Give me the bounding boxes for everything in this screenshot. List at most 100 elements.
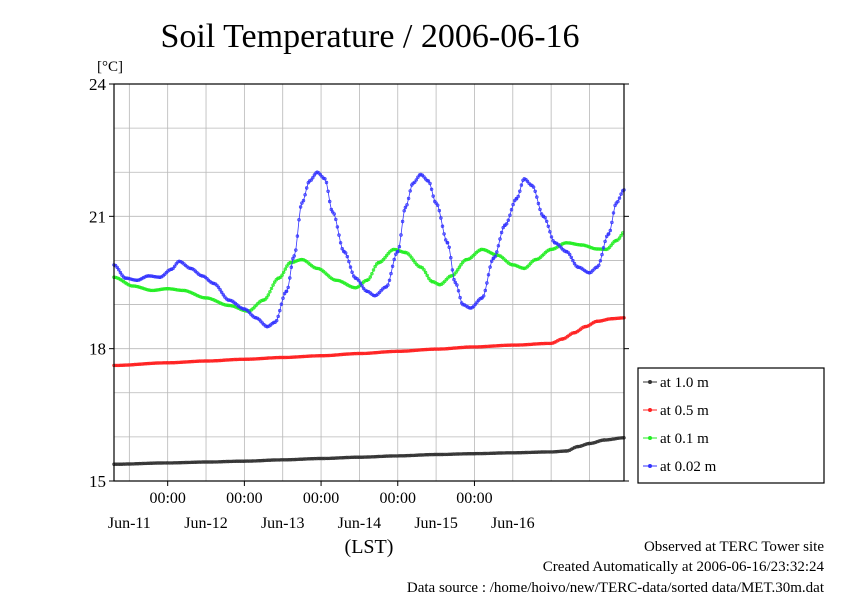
data-point <box>340 247 344 251</box>
legend: at 1.0 m at 0.5 m at 0.1 m at 0.02 m <box>637 367 825 484</box>
data-point <box>275 318 279 323</box>
data-point <box>115 265 119 270</box>
data-point <box>600 252 604 257</box>
data-point <box>118 270 123 275</box>
data-point <box>301 198 306 203</box>
x-tick-label-time: 00:00 <box>149 490 185 507</box>
data-point <box>422 268 426 272</box>
data-point <box>286 285 290 290</box>
data-point <box>357 278 361 283</box>
data-point <box>485 281 489 285</box>
x-tick-label-date: Jun-13 <box>261 515 305 532</box>
data-point <box>486 273 491 277</box>
data-point <box>519 183 524 187</box>
data-point <box>617 236 622 240</box>
data-point <box>402 209 406 213</box>
y-axis-unit: [°C] <box>97 59 123 75</box>
x-axis-label: (LST) <box>345 536 394 558</box>
x-tick-label-date: Jun-16 <box>491 515 535 532</box>
data-point <box>298 205 303 209</box>
data-point <box>405 203 409 207</box>
data-point <box>509 208 514 212</box>
data-point <box>606 232 611 236</box>
data-point <box>505 222 509 226</box>
data-point <box>413 180 417 185</box>
data-point <box>499 230 504 235</box>
data-point <box>598 259 603 263</box>
data-point <box>218 288 222 292</box>
data-point <box>495 250 499 254</box>
legend-label: at 0.1 m <box>660 431 709 447</box>
data-point <box>403 205 408 210</box>
data-point <box>373 264 377 269</box>
data-point <box>323 177 327 181</box>
data-point <box>368 275 372 279</box>
data-point <box>300 201 304 205</box>
data-point <box>289 265 293 269</box>
data-point <box>291 256 295 261</box>
data-point <box>282 291 287 296</box>
data-point <box>455 283 459 287</box>
data-point <box>406 196 411 201</box>
data-point <box>442 232 446 236</box>
data-point <box>458 295 462 300</box>
data-point <box>567 252 572 257</box>
data-point <box>371 268 376 272</box>
data-point <box>459 263 463 267</box>
data-point <box>410 256 414 260</box>
data-point <box>220 290 224 294</box>
data-point <box>367 277 371 282</box>
data-point <box>276 314 280 319</box>
data-point <box>543 216 547 220</box>
series-at-0-1-m <box>112 231 625 313</box>
data-point <box>450 268 455 272</box>
series-at-1-0-m <box>112 436 626 466</box>
data-point <box>295 234 300 238</box>
data-point <box>265 296 269 300</box>
footer-created: Created Automatically at 2006-06-16/23:3… <box>543 559 825 575</box>
data-point <box>392 257 396 262</box>
data-point <box>482 294 486 298</box>
data-point <box>538 207 542 212</box>
data-point <box>518 189 522 193</box>
data-point <box>457 265 462 269</box>
series-at-0-5-m <box>112 316 626 368</box>
data-point <box>337 233 341 237</box>
data-point <box>447 245 451 250</box>
y-tick-label: 18 <box>89 340 106 359</box>
data-point <box>335 225 340 229</box>
data-point <box>292 254 296 258</box>
grid-lines <box>114 84 624 481</box>
data-point <box>271 283 275 287</box>
data-point <box>436 203 440 207</box>
data-point <box>408 189 412 193</box>
data-point <box>619 233 623 238</box>
data-point <box>332 212 336 216</box>
x-tick-label-time: 00:00 <box>380 490 416 507</box>
data-point <box>597 263 601 267</box>
legend-label: at 0.02 m <box>660 459 717 475</box>
x-tick-label-time: 00:00 <box>303 490 339 507</box>
data-point <box>508 213 512 217</box>
footer-source: Data source : /home/hoivo/new/TERC-data/… <box>407 580 825 595</box>
data-point <box>610 220 614 225</box>
data-point <box>387 278 392 282</box>
data-point <box>493 254 497 259</box>
legend-swatch-marker <box>648 408 652 412</box>
data-point <box>423 270 428 275</box>
data-point <box>338 241 343 245</box>
data-point <box>309 178 313 182</box>
data-point <box>386 283 390 287</box>
data-point <box>282 270 286 274</box>
data-point <box>411 258 416 262</box>
data-point <box>516 194 520 199</box>
data-point <box>394 252 398 256</box>
data-point <box>428 181 432 186</box>
data-point <box>345 254 349 259</box>
data-point <box>358 281 363 285</box>
y-tick-label: 15 <box>89 472 106 491</box>
series-layer <box>112 170 626 466</box>
data-point <box>414 178 418 182</box>
data-point <box>619 192 623 196</box>
